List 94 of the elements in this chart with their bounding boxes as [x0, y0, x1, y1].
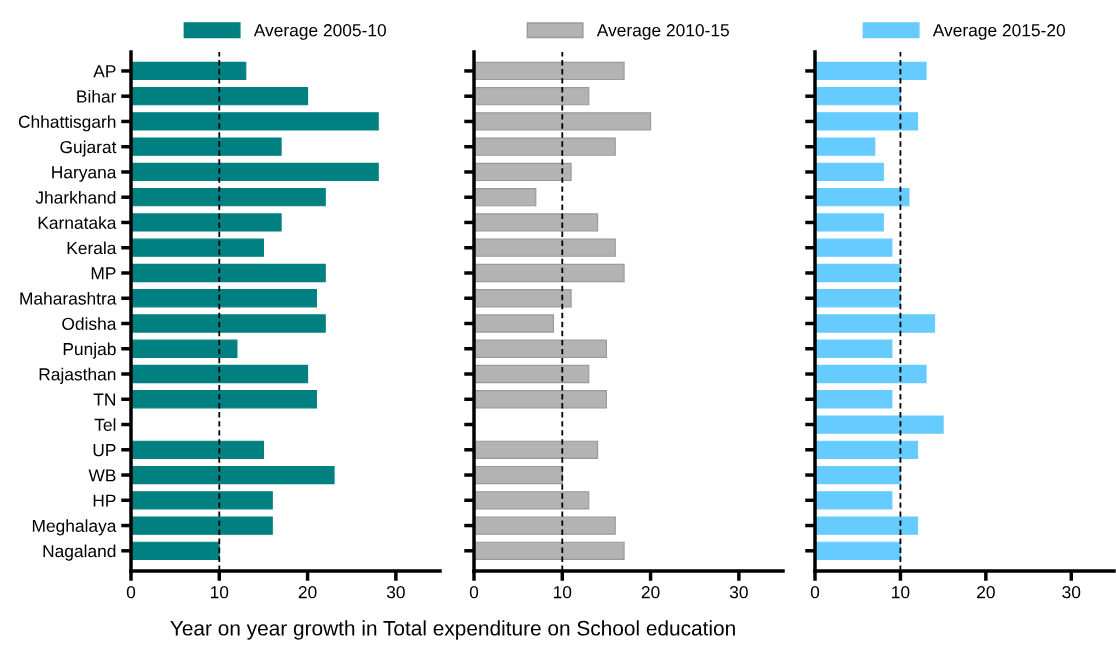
- bar: [815, 491, 893, 510]
- bar: [474, 440, 599, 459]
- bar: [474, 314, 555, 333]
- x-tick-label: 10: [553, 586, 572, 599]
- bar: [815, 61, 927, 81]
- bar: [815, 339, 893, 358]
- bar: [131, 87, 309, 106]
- y-tick-label: Odisha: [62, 317, 117, 330]
- legend-label: Average 2005-10: [253, 24, 386, 40]
- bar: [131, 112, 379, 131]
- bar: [474, 188, 537, 207]
- bar: [474, 364, 590, 384]
- bar: [131, 263, 326, 283]
- bar: [815, 364, 927, 384]
- x-tick-label: 30: [1062, 586, 1081, 599]
- y-tick-label: Maharashtra: [20, 291, 117, 305]
- bar: [131, 465, 335, 485]
- bar: [474, 541, 625, 560]
- bar: [131, 390, 317, 409]
- y-tick-label: Punjab: [63, 342, 116, 359]
- bar: [815, 263, 901, 283]
- bar: [815, 440, 919, 459]
- bar: [815, 289, 901, 308]
- bar: [131, 61, 247, 81]
- bar: [131, 491, 273, 510]
- bar: [815, 87, 901, 106]
- bar: [131, 213, 282, 232]
- bar: [131, 364, 309, 384]
- bar: [474, 213, 599, 232]
- bar: [815, 137, 876, 156]
- bar: [474, 263, 625, 283]
- x-tick-label: 0: [126, 586, 136, 599]
- bar: [131, 238, 264, 257]
- bar: [131, 440, 264, 459]
- y-tick-label: Bihar: [77, 89, 117, 103]
- y-tick-label: TN: [93, 393, 115, 406]
- bar: [131, 541, 220, 560]
- bar: [815, 162, 884, 182]
- y-tick-label: Tel: [94, 418, 116, 431]
- bar: [474, 390, 607, 409]
- bar: [131, 339, 238, 358]
- bar: [131, 162, 379, 182]
- bar: [474, 87, 590, 106]
- bar: [474, 238, 616, 257]
- bar: [474, 137, 616, 156]
- x-tick-label: 20: [298, 586, 317, 599]
- x-tick-label: 20: [641, 586, 660, 599]
- y-tick-label: Meghalaya: [32, 519, 117, 536]
- y-tick-label: Chhattisgarh: [18, 115, 116, 132]
- bar: [131, 314, 326, 333]
- legend-label: Average 2015-20: [932, 24, 1065, 40]
- bar: [131, 516, 273, 535]
- bar: [815, 415, 944, 434]
- bar: [815, 465, 901, 485]
- bar: [815, 188, 910, 207]
- bar: [474, 339, 607, 358]
- bar: [474, 516, 616, 535]
- x-tick-label: 30: [386, 586, 405, 599]
- y-tick-label: UP: [93, 444, 116, 457]
- bar: [815, 314, 936, 333]
- x-tick-label: 30: [729, 586, 748, 599]
- bar: [815, 541, 901, 560]
- y-tick-label: Karnataka: [38, 216, 117, 229]
- bar: [131, 289, 317, 308]
- x-tick-label: 10: [892, 586, 910, 599]
- bar: [474, 289, 572, 308]
- y-tick-label: MP: [91, 267, 116, 280]
- legend-label: Average 2010-15: [596, 24, 729, 40]
- bar: [131, 188, 326, 207]
- bar: [474, 162, 572, 182]
- y-tick-label: WB: [88, 469, 116, 482]
- bar: [474, 61, 625, 81]
- y-tick-label: Kerala: [67, 241, 117, 255]
- x-tick-label: 0: [469, 586, 479, 599]
- bar: [815, 112, 919, 131]
- bar: [815, 238, 893, 257]
- bar: [474, 465, 563, 485]
- bar: [474, 491, 590, 510]
- y-tick-label: AP: [93, 65, 116, 78]
- y-tick-label: Rajasthan: [39, 367, 116, 384]
- x-tick-label: 0: [810, 586, 820, 599]
- bar: [815, 390, 893, 409]
- bar: [474, 112, 652, 131]
- bar: [131, 137, 282, 156]
- x-axis-title: Year on year growth in Total expenditure on School education: [170, 620, 735, 640]
- y-tick-label: Gujarat: [60, 140, 117, 157]
- bar: [815, 213, 884, 232]
- bar: [815, 516, 919, 535]
- y-tick-label: Haryana: [52, 166, 117, 182]
- y-tick-label: HP: [93, 494, 116, 507]
- x-tick-label: 10: [210, 586, 229, 599]
- y-tick-label: Jharkhand: [35, 190, 116, 204]
- x-tick-label: 20: [977, 586, 995, 599]
- y-tick-label: Nagaland: [43, 544, 116, 561]
